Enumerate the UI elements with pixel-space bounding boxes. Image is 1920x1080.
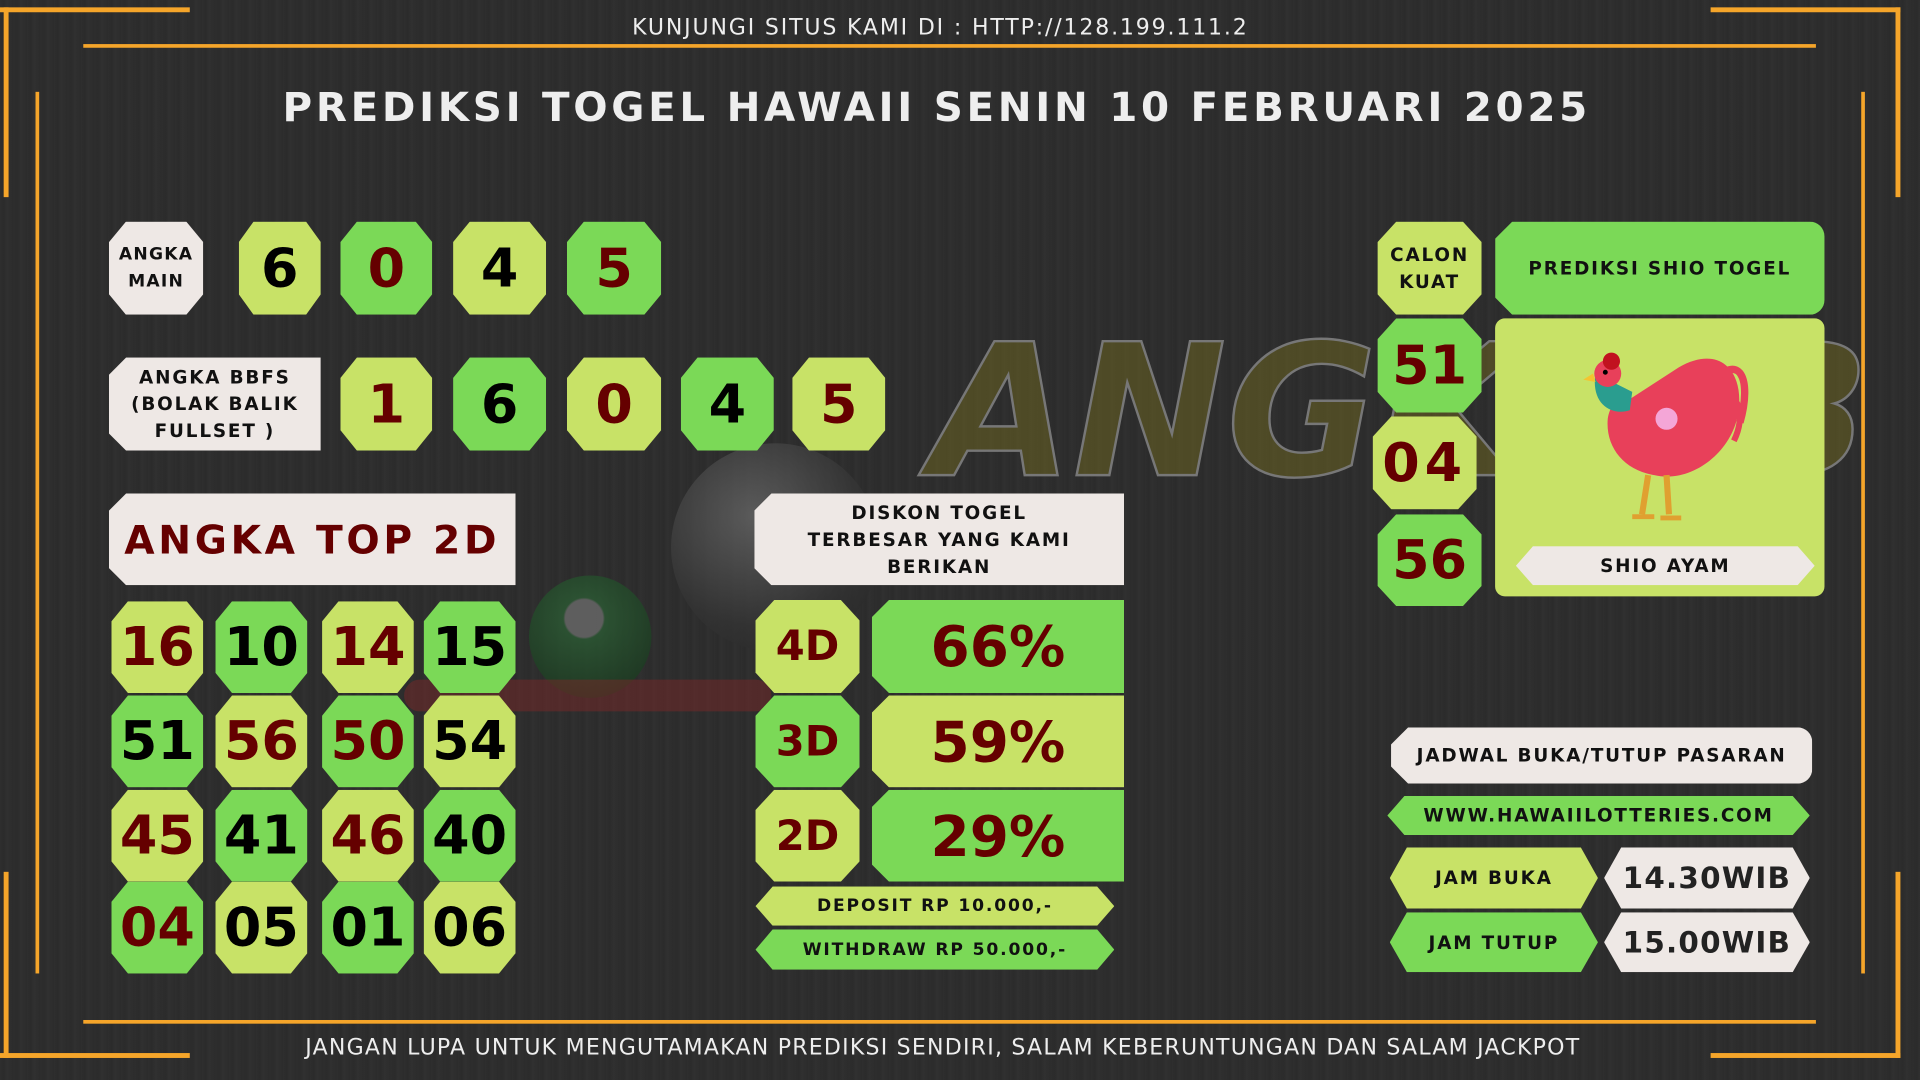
- shio-title: PREDIKSI SHIO TOGEL: [1495, 222, 1824, 315]
- withdraw-info: WITHDRAW RP 50.000,-: [756, 929, 1115, 969]
- top2d-number: 41: [215, 789, 308, 882]
- diskon-label: DISKON TOGEL TERBESAR YANG KAMI BERIKAN: [754, 493, 1124, 585]
- diskon-type: 3D: [755, 695, 860, 788]
- top2d-number: 01: [322, 881, 414, 974]
- deposit-info: DEPOSIT RP 10.000,-: [756, 887, 1115, 926]
- angka-main-label: ANGKA MAIN: [108, 221, 204, 315]
- jam-buka-value: 14.30WIB: [1604, 847, 1810, 908]
- divider: [1861, 91, 1865, 974]
- top2d-number: 40: [423, 789, 516, 882]
- jadwal-title: JADWAL BUKA/TUTUP PASARAN: [1391, 727, 1812, 783]
- calon-kuat-number: 51: [1377, 318, 1482, 413]
- top2d-number: 56: [215, 695, 308, 788]
- frame-corner: [0, 7, 190, 13]
- top2d-number: 16: [111, 601, 204, 694]
- site-url: KUNJUNGI SITUS KAMI DI : HTTP://128.199.…: [632, 14, 1249, 41]
- divider: [83, 1020, 1816, 1024]
- top2d-number: 50: [322, 695, 414, 788]
- billiard-ball-icon: [528, 575, 652, 698]
- frame-corner: [3, 7, 9, 198]
- website-link[interactable]: WWW.HAWAIILOTTERIES.COM: [1387, 796, 1809, 835]
- diskon-value: 66%: [872, 600, 1124, 693]
- calon-kuat-number: 04: [1372, 416, 1477, 510]
- calon-kuat-label: CALON KUAT: [1377, 221, 1482, 315]
- calon-kuat-number: 56: [1377, 514, 1482, 607]
- bbfs-digit: 1: [340, 357, 433, 451]
- top2d-label: ANGKA TOP 2D: [109, 493, 516, 585]
- top2d-number: 14: [322, 601, 414, 694]
- bbfs-digit: 4: [680, 357, 774, 451]
- frame-corner: [1710, 1053, 1901, 1058]
- page-title: PREDIKSI TOGEL HAWAII SENIN 10 FEBRUARI …: [282, 83, 1591, 132]
- frame-corner: [3, 871, 9, 1058]
- top2d-number: 06: [423, 881, 516, 974]
- top2d-number: 46: [322, 789, 414, 882]
- rooster-icon: [1583, 352, 1749, 521]
- diskon-type: 2D: [755, 789, 860, 882]
- frame-corner: [1895, 7, 1901, 198]
- jam-tutup-label: JAM TUTUP: [1390, 912, 1598, 972]
- diskon-value: 29%: [872, 790, 1124, 882]
- bbfs-digit: 0: [566, 357, 662, 451]
- jam-tutup-value: 15.00WIB: [1604, 912, 1810, 972]
- top2d-number: 05: [215, 881, 308, 974]
- angka-main-digit: 6: [238, 221, 321, 315]
- frame-corner: [0, 1053, 190, 1058]
- frame-corner: [1895, 871, 1901, 1058]
- top2d-number: 51: [111, 695, 204, 788]
- divider: [83, 44, 1816, 48]
- diskon-type: 4D: [755, 600, 860, 694]
- bbfs-digit: 6: [453, 357, 547, 451]
- top2d-number: 04: [111, 881, 204, 974]
- frame-corner: [1710, 7, 1901, 13]
- jam-buka-label: JAM BUKA: [1390, 847, 1598, 908]
- diskon-value: 59%: [872, 696, 1124, 788]
- divider: [35, 91, 40, 974]
- bbfs-label: ANGKA BBFS (BOLAK BALIK FULLSET ): [109, 358, 321, 451]
- top2d-number: 10: [215, 601, 308, 694]
- bbfs-digit: 5: [792, 357, 886, 451]
- top2d-number: 45: [111, 789, 204, 882]
- angka-main-digit: 0: [340, 221, 433, 315]
- footer-text: JANGAN LUPA UNTUK MENGUTAMAKAN PREDIKSI …: [305, 1034, 1581, 1061]
- top2d-number: 15: [423, 601, 516, 694]
- angka-main-digit: 5: [566, 221, 662, 315]
- angka-main-digit: 4: [453, 221, 547, 315]
- shio-name: SHIO AYAM: [1516, 546, 1815, 585]
- top2d-number: 54: [423, 695, 516, 788]
